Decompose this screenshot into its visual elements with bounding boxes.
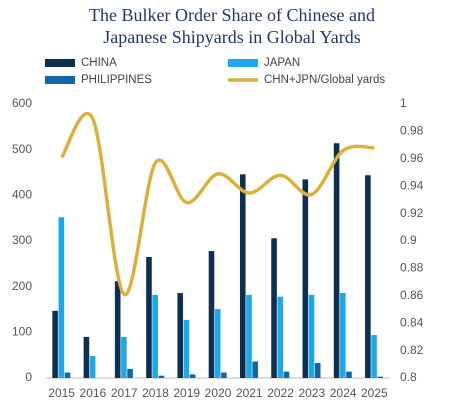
y2-tick-label: 0.84 [400,315,424,329]
y-tick-label: 500 [12,142,32,156]
bar [333,143,340,378]
bar [377,376,384,378]
bar [221,372,227,378]
x-tick-label: 2017 [111,386,138,400]
bar [346,371,352,378]
y-tick-label: 600 [12,96,32,110]
x-tick-label: 2015 [48,386,75,400]
y-tick-label: 400 [12,188,32,202]
bar [246,294,252,378]
bar [339,293,346,378]
bar [283,371,290,378]
bar [371,335,377,378]
bar [189,374,196,378]
x-tick-label: 2018 [142,386,169,400]
bar [152,294,158,378]
y2-tick-label: 0.9 [400,233,417,247]
bar [365,175,371,378]
bar [52,310,58,378]
bar [58,217,65,378]
bar [277,296,284,378]
y-tick-label: 300 [12,233,32,247]
y2-tick-label: 0.94 [400,178,424,192]
y2-tick-label: 1 [400,96,407,110]
legend-label: JAPAN [264,57,300,69]
y2-tick-label: 0.92 [400,206,424,220]
y2-tick-label: 0.88 [400,261,424,275]
bar [214,309,221,378]
bar [89,356,96,378]
y2-tick-label: 0.82 [400,343,424,357]
bar [177,293,184,378]
chart-title: Japanese Shipyards in Global Yards [103,27,360,47]
legend-label: CHINA [81,57,117,69]
x-tick-label: 2025 [361,386,388,400]
x-tick-label: 2019 [173,386,200,400]
x-tick-label: 2021 [236,386,263,400]
legend-label: PHILIPPINES [81,74,152,86]
bar [208,251,215,378]
line [60,111,375,297]
legend-swatch [45,76,75,84]
bar [158,375,165,378]
y2-tick-label: 0.8 [400,370,417,384]
bar [239,174,246,378]
bar [308,294,315,378]
y2-tick-label: 0.98 [400,124,424,138]
bar [121,336,127,378]
bar [314,362,321,378]
bar [127,368,133,378]
chart-title: The Bulker Order Share of Chinese and [89,5,375,25]
bar [302,179,309,378]
x-tick-label: 2020 [205,386,232,400]
bar [64,372,71,378]
y-tick-label: 200 [12,279,32,293]
y-tick-label: 100 [12,325,32,339]
x-tick-label: 2022 [267,386,294,400]
bar [252,361,258,378]
x-tick-label: 2016 [80,386,107,400]
legend-label: CHN+JPN/Global yards [264,74,385,86]
y2-tick-label: 0.86 [400,288,424,302]
bar [146,256,152,378]
legend-swatch [45,59,75,67]
bar [83,336,90,378]
x-tick-label: 2024 [330,386,357,400]
x-tick-label: 2023 [298,386,325,400]
y-tick-label: 0 [25,370,32,384]
bar [271,238,277,378]
y2-tick-label: 0.96 [400,151,424,165]
bar [114,281,121,378]
bar [183,320,190,378]
legend-swatch [228,59,258,67]
